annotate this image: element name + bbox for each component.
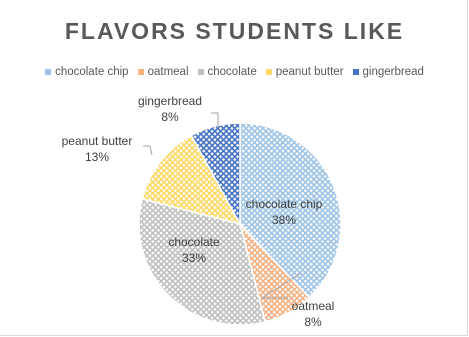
slice-label-gingerbread: gingerbread bbox=[138, 94, 202, 108]
slice-percent-gingerbread: 8% bbox=[161, 110, 179, 124]
legend-swatch-chocolate bbox=[197, 69, 204, 75]
pie-slices bbox=[138, 122, 342, 326]
slice-percent-chocolate: 33% bbox=[182, 251, 206, 265]
legend-item-chocolate-chip: chocolate chip bbox=[45, 66, 129, 78]
pie-slice-chocolate-chip bbox=[239, 122, 342, 299]
slice-percent-chocolate-chip: 38% bbox=[272, 213, 296, 227]
pie-slice-gingerbread bbox=[190, 122, 241, 225]
legend-swatch-gingerbread bbox=[352, 69, 359, 75]
slice-labels: chocolate chip 38% oatmeal 8% chocolate 33% pe… bbox=[62, 94, 335, 329]
legend-item-gingerbread: gingerbread bbox=[352, 66, 424, 78]
legend-item-chocolate: chocolate bbox=[197, 66, 257, 78]
pie-slice-peanut-butter bbox=[141, 134, 242, 226]
slice-label-chocolate-chip: chocolate chip bbox=[246, 197, 323, 211]
leader-line-gingerbread bbox=[211, 112, 219, 128]
pie-slice-chocolate bbox=[138, 197, 267, 326]
legend-item-oatmeal: oatmeal bbox=[137, 66, 189, 78]
leader-line-oatmeal bbox=[260, 272, 302, 299]
legend-swatch-peanut-butter bbox=[265, 69, 272, 75]
legend-swatch-oatmeal bbox=[137, 69, 144, 75]
slice-label-oatmeal: oatmeal bbox=[292, 299, 335, 313]
slice-label-peanut-butter: peanut butter bbox=[62, 134, 133, 148]
chart-title: FLAVORS STUDENTS LIKE bbox=[64, 18, 405, 44]
leader-lines bbox=[143, 112, 302, 299]
slice-percent-peanut-butter: 13% bbox=[85, 150, 109, 164]
legend-label-gingerbread: gingerbread bbox=[362, 66, 424, 78]
chart-legend: chocolate chip oatmeal chocolate peanut … bbox=[0, 66, 469, 78]
legend-label-peanut-butter: peanut butter bbox=[275, 66, 344, 78]
legend-label-chocolate: chocolate bbox=[207, 66, 257, 78]
legend-item-peanut-butter: peanut butter bbox=[265, 66, 344, 78]
legend-swatch-chocolate-chip bbox=[45, 69, 52, 75]
legend-label-oatmeal: oatmeal bbox=[147, 66, 189, 78]
slice-percent-oatmeal: 8% bbox=[304, 315, 322, 329]
slice-label-chocolate: chocolate bbox=[168, 235, 220, 249]
legend-label-chocolate-chip: chocolate chip bbox=[55, 66, 129, 78]
leader-line-peanut-butter bbox=[143, 145, 153, 156]
